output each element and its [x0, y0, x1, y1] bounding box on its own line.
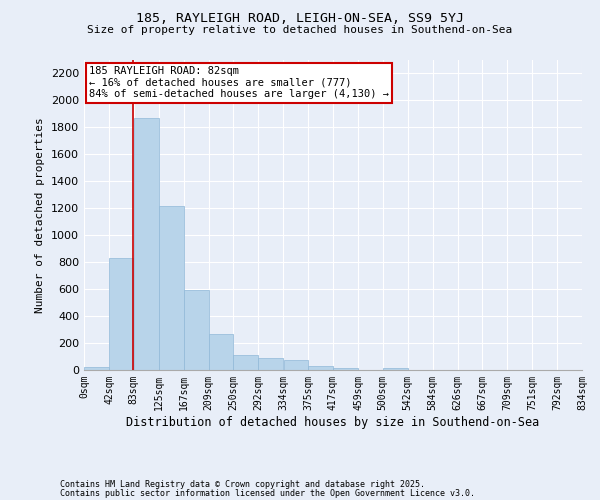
Bar — [134, 118, 158, 370]
Text: 185 RAYLEIGH ROAD: 82sqm
← 16% of detached houses are smaller (777)
84% of semi-: 185 RAYLEIGH ROAD: 82sqm ← 16% of detach… — [89, 66, 389, 100]
Bar — [209, 334, 233, 370]
Bar — [184, 290, 209, 370]
X-axis label: Distribution of detached houses by size in Southend-on-Sea: Distribution of detached houses by size … — [127, 416, 539, 428]
Bar — [284, 360, 308, 370]
Bar — [84, 368, 109, 370]
Bar — [259, 358, 283, 370]
Bar — [109, 258, 133, 370]
Y-axis label: Number of detached properties: Number of detached properties — [35, 117, 46, 313]
Bar — [383, 368, 407, 370]
Bar — [159, 206, 184, 370]
Bar — [333, 368, 358, 370]
Text: Size of property relative to detached houses in Southend-on-Sea: Size of property relative to detached ho… — [88, 25, 512, 35]
Bar — [233, 354, 258, 370]
Bar — [308, 366, 333, 370]
Text: Contains public sector information licensed under the Open Government Licence v3: Contains public sector information licen… — [60, 488, 475, 498]
Text: 185, RAYLEIGH ROAD, LEIGH-ON-SEA, SS9 5YJ: 185, RAYLEIGH ROAD, LEIGH-ON-SEA, SS9 5Y… — [136, 12, 464, 26]
Text: Contains HM Land Registry data © Crown copyright and database right 2025.: Contains HM Land Registry data © Crown c… — [60, 480, 425, 489]
